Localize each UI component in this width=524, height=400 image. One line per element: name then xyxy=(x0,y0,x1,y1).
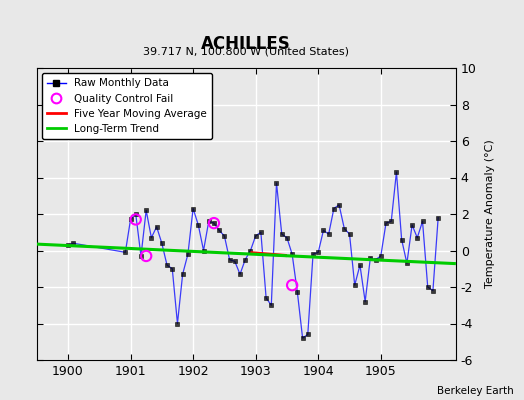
Quality Control Fail xyxy=(132,216,140,223)
Five Year Moving Average xyxy=(284,253,290,258)
Legend: Raw Monthly Data, Quality Control Fail, Five Year Moving Average, Long-Term Tren: Raw Monthly Data, Quality Control Fail, … xyxy=(42,73,212,139)
Line: Five Year Moving Average: Five Year Moving Average xyxy=(250,253,287,256)
Raw Monthly Data xyxy=(341,226,347,231)
Raw Monthly Data xyxy=(200,248,206,253)
Quality Control Fail xyxy=(210,220,218,226)
Raw Monthly Data xyxy=(263,296,269,300)
Y-axis label: Temperature Anomaly (°C): Temperature Anomaly (°C) xyxy=(485,140,495,288)
Raw Monthly Data xyxy=(65,243,71,248)
Quality Control Fail xyxy=(142,253,150,259)
Raw Monthly Data xyxy=(430,288,436,293)
Text: Berkeley Earth: Berkeley Earth xyxy=(437,386,514,396)
Raw Monthly Data xyxy=(394,170,400,174)
Raw Monthly Data xyxy=(274,180,280,185)
Raw Monthly Data xyxy=(211,221,217,226)
Title: ACHILLES: ACHILLES xyxy=(201,34,291,52)
Five Year Moving Average xyxy=(247,250,254,255)
Raw Monthly Data xyxy=(299,336,305,340)
Line: Raw Monthly Data: Raw Monthly Data xyxy=(66,170,440,340)
Raw Monthly Data xyxy=(435,215,441,220)
Text: 39.717 N, 100.800 W (United States): 39.717 N, 100.800 W (United States) xyxy=(143,46,350,56)
Quality Control Fail xyxy=(288,282,297,288)
